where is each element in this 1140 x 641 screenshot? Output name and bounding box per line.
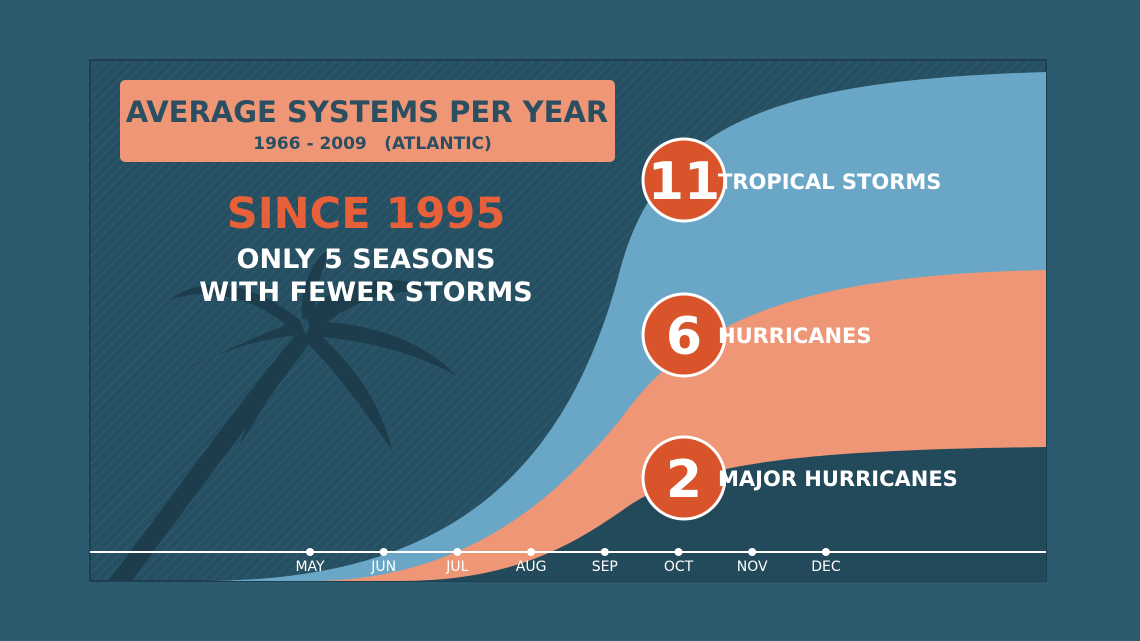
palm-tree-silhouette [108, 248, 455, 581]
x-tick-mark [527, 548, 536, 556]
badge-major-hurricanes: 2 [641, 435, 727, 521]
label-hurricanes: HURRICANES [718, 324, 872, 348]
area-major-hurricanes [400, 447, 1046, 581]
value-hurricanes: 6 [666, 307, 702, 367]
value-major-hurricanes: 2 [666, 450, 702, 510]
x-tick-label-oct: OCT [664, 559, 694, 575]
label-tropical-storms: TROPICAL STORMS [718, 170, 941, 194]
x-tick-mark [674, 548, 683, 556]
x-tick-mark [379, 548, 388, 556]
x-tick-mark [821, 548, 830, 556]
chart-subtitle-years: 1966 - 2009 [253, 134, 367, 154]
chart-subtitle-basin: (ATLANTIC) [384, 134, 492, 154]
x-tick-label-aug: AUG [516, 559, 547, 575]
x-tick-mark [748, 548, 757, 556]
x-tick-mark [306, 548, 314, 556]
x-tick-mark [453, 548, 462, 556]
label-major-hurricanes: MAJOR HURRICANES [718, 467, 958, 491]
chart-title: AVERAGE SYSTEMS PER YEAR [126, 95, 609, 129]
callout-line-1: ONLY 5 SEASONS [237, 244, 496, 275]
x-tick-label-dec: DEC [811, 559, 841, 575]
callout-line-2: WITH FEWER STORMS [199, 277, 532, 308]
x-tick-label-jun: JUN [370, 559, 396, 575]
badge-hurricanes: 6 [641, 292, 727, 378]
x-tick-label-may: MAY [295, 559, 325, 575]
badge-tropical-storms: 11 [641, 137, 727, 223]
x-tick-label-sep: SEP [592, 559, 618, 575]
x-axis-ticks: MAY JUN JUL AUG SEP OCT NOV DEC [295, 548, 841, 575]
x-tick-label-nov: NOV [737, 559, 768, 575]
callout-heading: SINCE 1995 [227, 189, 506, 239]
x-tick-label-jul: JUL [445, 559, 468, 575]
value-tropical-storms: 11 [648, 152, 720, 212]
title-box [120, 80, 615, 162]
x-tick-mark [600, 548, 609, 556]
